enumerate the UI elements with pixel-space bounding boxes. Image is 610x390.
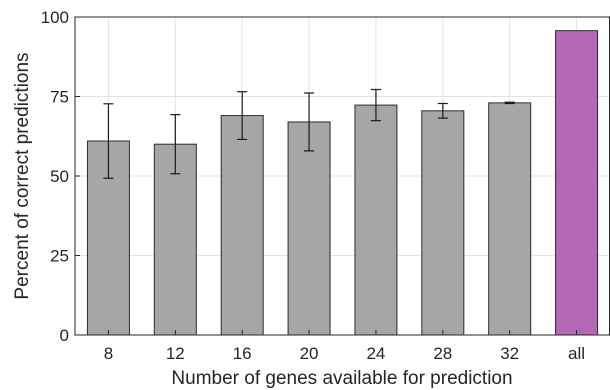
x-tick-label: 32: [500, 344, 519, 363]
x-tick-label: 28: [433, 344, 452, 363]
bar-20: [288, 122, 330, 335]
x-tick-label: 16: [233, 344, 252, 363]
bar-24: [355, 105, 397, 335]
bar-16: [221, 116, 263, 335]
y-tick-label: 100: [41, 8, 69, 27]
y-tick-label: 50: [50, 167, 69, 186]
bar-28: [422, 111, 464, 335]
bar-32: [489, 103, 531, 335]
y-tick-label: 25: [50, 247, 69, 266]
x-axis-label: Number of genes available for prediction: [171, 368, 512, 389]
y-tick-label: 0: [60, 326, 69, 345]
x-tick-label: 12: [166, 344, 185, 363]
y-axis-label: Percent of correct predictions: [12, 52, 33, 299]
y-tick-labels: 0 25 50 75 100: [41, 8, 69, 345]
y-tick-label: 75: [50, 88, 69, 107]
x-tick-label: 8: [104, 344, 113, 363]
x-tick-label: 20: [300, 344, 319, 363]
bar-all: [556, 31, 598, 335]
x-tick-label: 24: [366, 344, 385, 363]
x-tick-label: all: [568, 344, 585, 363]
x-tick-labels: 8 12 16 20 24 28 32 all: [104, 344, 585, 363]
